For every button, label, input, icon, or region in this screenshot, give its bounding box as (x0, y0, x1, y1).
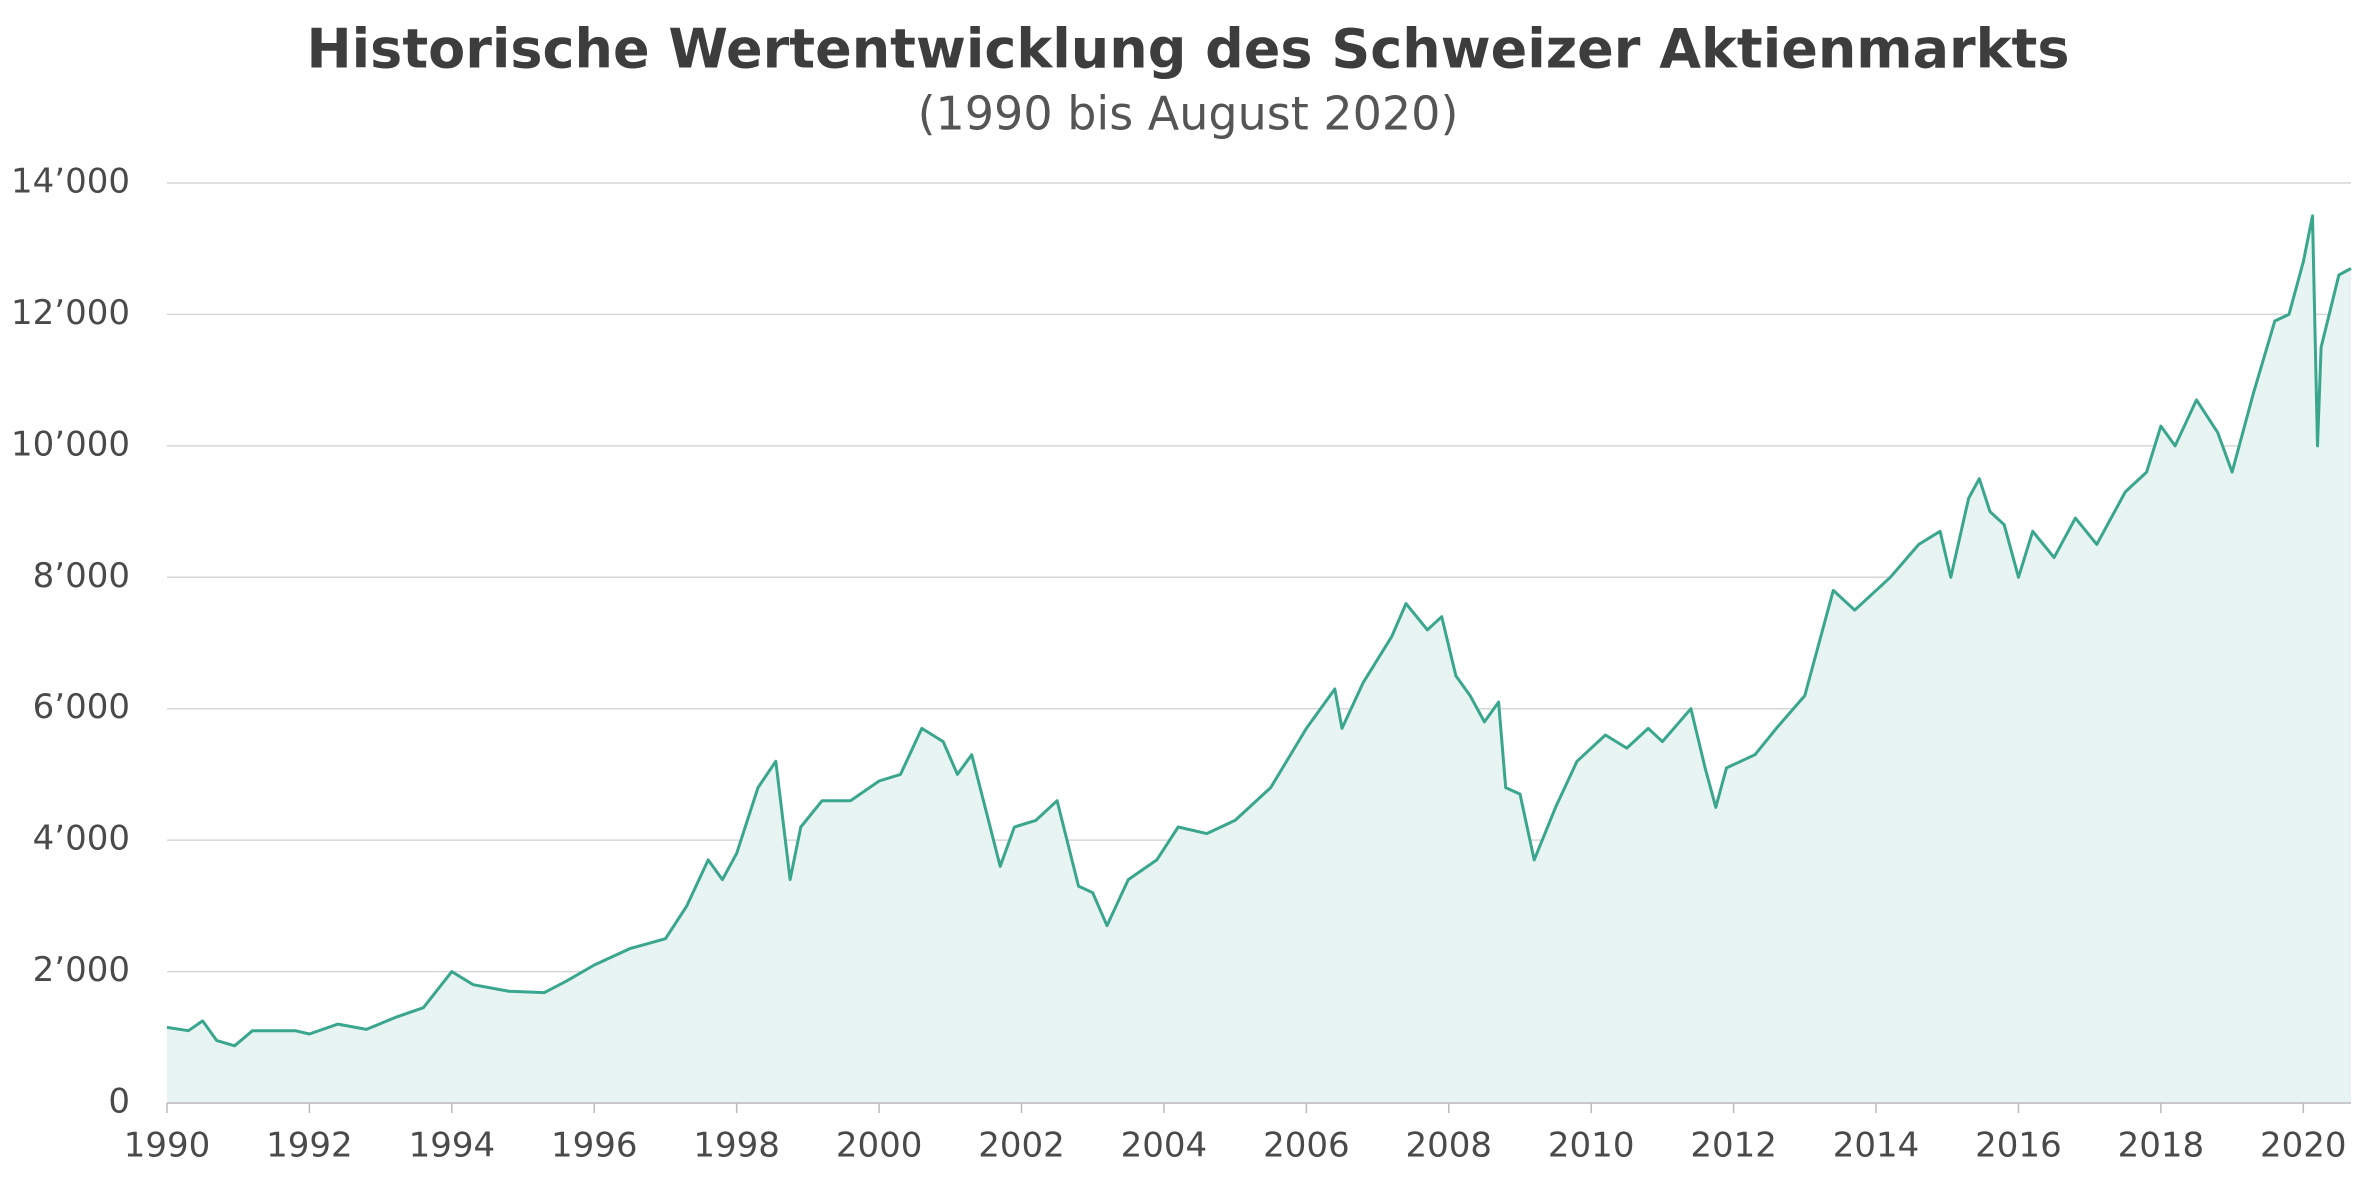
y-tick-label: 4’000 (33, 819, 130, 859)
x-tick-label: 2000 (836, 1126, 923, 1166)
y-tick-label: 0 (108, 1082, 130, 1122)
x-tick-label: 2002 (978, 1126, 1065, 1166)
y-tick-label: 8’000 (33, 556, 130, 596)
x-tick-label: 2012 (1690, 1126, 1777, 1166)
chart-subtitle: (1990 bis August 2020) (918, 87, 1459, 141)
x-tick-label: 2018 (2118, 1126, 2205, 1166)
y-tick-label: 6’000 (33, 687, 130, 727)
y-tick-label: 10’000 (11, 424, 130, 464)
y-tick-label: 14’000 (11, 162, 130, 202)
chart-title: Historische Wertentwicklung des Schweize… (306, 18, 2069, 81)
x-tick-label: 2014 (1833, 1126, 1920, 1166)
x-tick-label: 2010 (1548, 1126, 1635, 1166)
y-tick-label: 2’000 (33, 950, 130, 990)
x-tick-label: 1990 (124, 1126, 211, 1166)
line (166, 214, 2352, 1048)
area-fill (167, 215, 2351, 1103)
x-tick-label: 2006 (1263, 1126, 1350, 1166)
x-tick-label: 1998 (693, 1126, 780, 1166)
x-tick-label: 1996 (551, 1126, 638, 1166)
x-tick-label: 2004 (1121, 1126, 1208, 1166)
x-tick-label: 2020 (2260, 1126, 2347, 1166)
x-tick-label: 1994 (409, 1126, 496, 1166)
x-tick-label: 1992 (266, 1126, 353, 1166)
y-tick-label: 12’000 (11, 293, 130, 333)
x-tick-label: 2008 (1406, 1126, 1493, 1166)
x-tick-label: 2016 (1975, 1126, 2062, 1166)
